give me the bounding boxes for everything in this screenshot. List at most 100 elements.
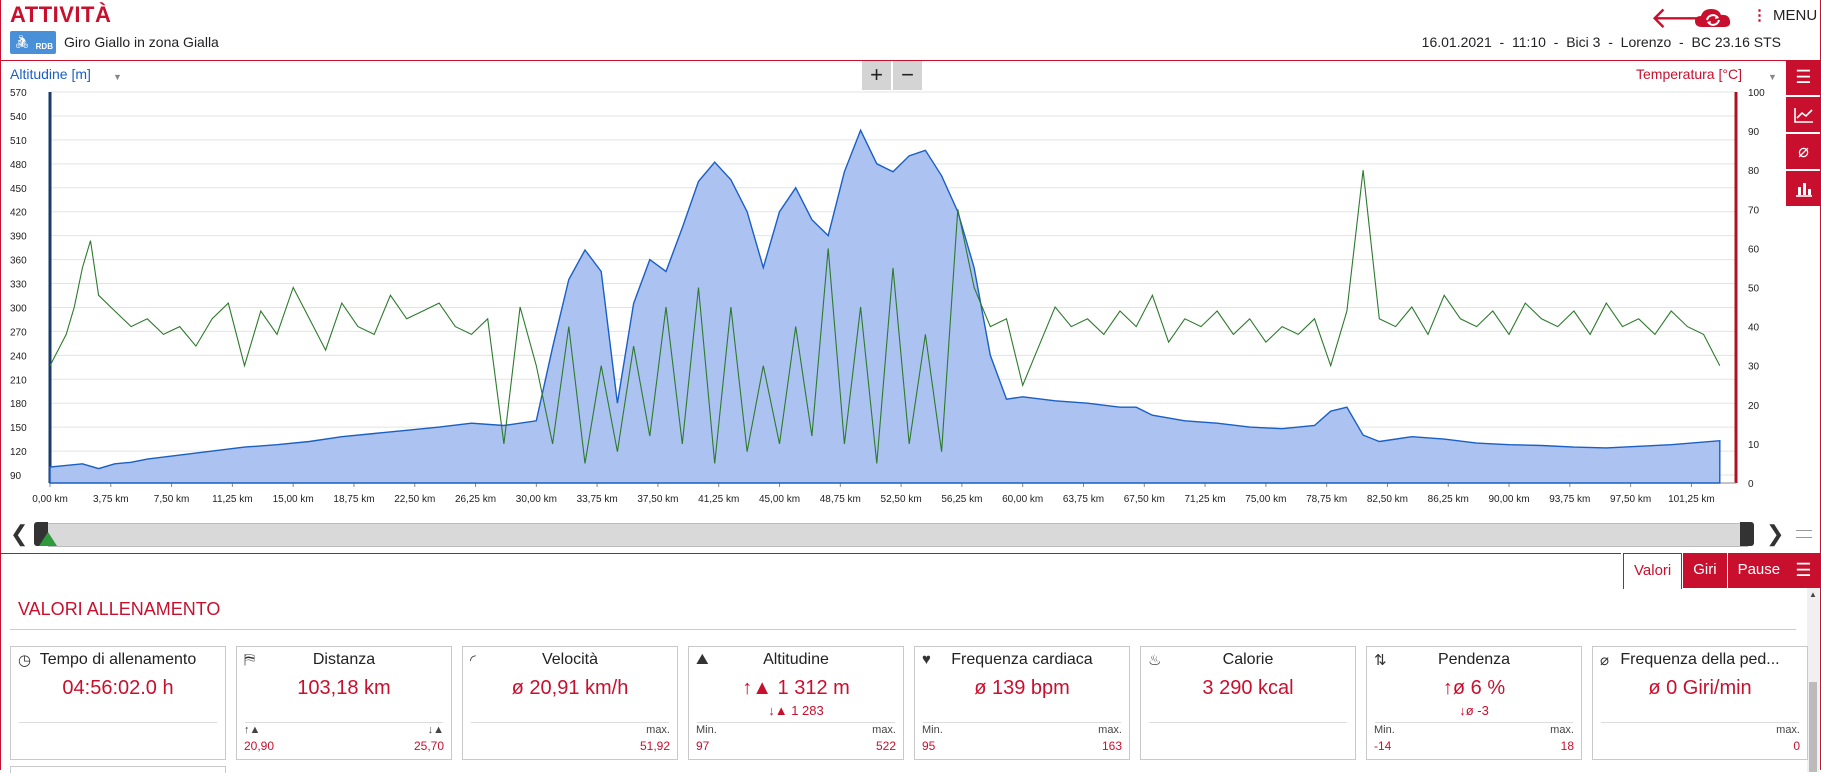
mountain-icon: ⛰ xyxy=(696,651,709,668)
max-value: 18 xyxy=(1560,739,1574,753)
y-right-tick-label: 30 xyxy=(1748,362,1760,373)
stat-card[interactable]: ⛿ Distanza 103,18 km ↑▲ 20,90 ↓▲ 25,70 xyxy=(236,646,452,760)
card-divider xyxy=(245,722,443,723)
min-value: 20,90 xyxy=(244,739,275,753)
x-tick-label: 22,50 km xyxy=(394,494,435,505)
activity-name: Giro Giallo in zona Gialla xyxy=(64,34,219,50)
y-left-tick-label: 330 xyxy=(10,280,27,291)
scrollbar-thumb[interactable] xyxy=(1809,682,1817,772)
x-tick-label: 78,75 km xyxy=(1306,494,1347,505)
y-left-tick-label: 90 xyxy=(10,471,22,482)
y-left-tick-label: 120 xyxy=(10,447,27,458)
stat-card[interactable]: ♨ Calorie 3 290 kcal xyxy=(1140,646,1356,760)
x-tick-label: 52,50 km xyxy=(881,494,922,505)
x-tick-label: 67,50 km xyxy=(1124,494,1165,505)
stat-title: Distanza xyxy=(312,651,376,668)
y-left-tick-label: 510 xyxy=(10,136,27,147)
stat-sub-value: ↓▲ 1 283 xyxy=(768,703,824,718)
more-vertical-icon: ⋮ xyxy=(1752,7,1767,24)
scrollbar[interactable]: ▲ xyxy=(1807,588,1819,772)
stat-value: ø 139 bpm xyxy=(974,677,1070,699)
temperature-line xyxy=(49,170,1721,464)
y-left-tick-label: 480 xyxy=(10,160,27,171)
tab-list-icon[interactable]: ☰ xyxy=(1786,553,1821,588)
heart-icon: ♥ xyxy=(922,651,931,668)
left-axis-selector[interactable]: Altitudine [m] xyxy=(10,66,91,82)
line-chart-icon[interactable] xyxy=(1786,97,1821,132)
stat-card[interactable]: ◷ Tempo di allenamento 04:56:02.0 h xyxy=(10,646,226,760)
y-right-tick-label: 100 xyxy=(1748,88,1765,99)
cadence-icon: ⌀ xyxy=(1600,652,1610,669)
stat-value: 3 290 kcal xyxy=(1202,677,1294,699)
zoom-in-button[interactable]: + xyxy=(862,61,891,90)
min-label: Min. xyxy=(1374,724,1395,736)
left-axis-caret-icon[interactable]: ▼ xyxy=(113,72,122,82)
stat-title: Calorie xyxy=(1222,651,1274,668)
stat-value: ø 20,91 km/h xyxy=(511,677,629,699)
max-value: 0 xyxy=(1793,739,1800,753)
x-tick-label: 7,50 km xyxy=(154,494,190,505)
menu-button[interactable]: ⋮ MENU xyxy=(1752,6,1817,24)
activity-chart[interactable]: 5705405104804504203903603303002702402101… xyxy=(0,85,1785,545)
x-tick-label: 3,75 km xyxy=(93,494,129,505)
stat-title: Frequenza della ped... xyxy=(1620,651,1780,668)
y-left-tick-label: 180 xyxy=(10,399,27,410)
max-value: 25,70 xyxy=(413,739,444,753)
tab-pause[interactable]: Pause xyxy=(1726,553,1791,588)
slider-track xyxy=(48,523,1748,547)
bar-chart-icon[interactable] xyxy=(1786,171,1821,206)
zoom-out-button[interactable]: − xyxy=(893,61,922,90)
stat-value: ↑▲ 1 312 m xyxy=(742,677,850,699)
stat-card[interactable]: ⌀ Frequenza della ped... ø 0 Giri/min max. 0 xyxy=(1592,646,1808,760)
stat-title: Altitudine xyxy=(763,651,829,668)
min-value: 97 xyxy=(696,739,710,753)
x-tick-label: 97,50 km xyxy=(1610,494,1651,505)
x-tick-label: 71,25 km xyxy=(1185,494,1226,505)
min-label: ↑▲ xyxy=(244,724,261,736)
resize-handle-icon[interactable] xyxy=(1796,530,1812,538)
menu-label: MENU xyxy=(1773,7,1818,24)
list-view-icon[interactable]: ☰ xyxy=(1786,60,1821,95)
card-divider xyxy=(1375,722,1573,723)
right-axis-caret-icon[interactable]: ▼ xyxy=(1768,72,1777,82)
x-tick-label: 45,00 km xyxy=(759,494,800,505)
x-tick-label: 11,25 km xyxy=(212,494,252,505)
card-divider xyxy=(471,722,669,723)
stat-card[interactable]: ⛰ Altitudine ↑▲ 1 312 m ↓▲ 1 283 Min. 97 max. 5… xyxy=(688,646,904,760)
slider-next-button[interactable]: ❯ xyxy=(1766,521,1785,546)
y-left-tick-label: 390 xyxy=(10,232,27,243)
stat-card[interactable]: ⇅ Pendenza ↑ø 6 % ↓ø -3 Min. -14 max. 18 xyxy=(1366,646,1582,760)
tab-valori[interactable]: Valori xyxy=(1623,553,1683,589)
stat-title: Tempo di allenamento xyxy=(39,651,197,668)
chart-sidebar: ☰ ⌀ xyxy=(1786,60,1821,208)
scroll-up-icon[interactable]: ▲ xyxy=(1809,590,1817,599)
activity-meta: 16.01.2021 - 11:10 - Bici 3 - Lorenzo - … xyxy=(1421,34,1781,50)
cloud-sync-icon[interactable] xyxy=(1693,6,1733,30)
right-axis-selector[interactable]: Temperatura [°C] xyxy=(1636,66,1742,82)
activity-bike: Bici 3 xyxy=(1566,34,1601,50)
flame-icon: ♨ xyxy=(1148,652,1162,669)
stat-card[interactable]: ♥ Frequenza cardiaca ø 139 bpm Min. 95 max. 16… xyxy=(914,646,1130,760)
average-icon[interactable]: ⌀ xyxy=(1786,134,1821,169)
y-left-tick-label: 360 xyxy=(10,256,27,267)
y-left-tick-label: 300 xyxy=(10,303,27,314)
stat-title: Velocità xyxy=(541,651,599,668)
slider-right-handle[interactable] xyxy=(1740,522,1754,546)
x-tick-label: 63,75 km xyxy=(1063,494,1104,505)
slider-prev-button[interactable]: ❮ xyxy=(10,521,29,546)
min-value: -14 xyxy=(1374,739,1392,753)
x-tick-label: 93,75 km xyxy=(1549,494,1590,505)
tab-giri[interactable]: Giri xyxy=(1682,553,1727,588)
x-tick-label: 86,25 km xyxy=(1428,494,1469,505)
x-tick-label: 60,00 km xyxy=(1002,494,1043,505)
card-divider xyxy=(923,722,1121,723)
stat-value: ↑ø 6 % xyxy=(1442,677,1506,699)
cyclist-icon: 🚴︎ xyxy=(14,34,31,49)
stat-card[interactable]: ◜ Velocità ø 20,91 km/h max. 51,92 xyxy=(462,646,678,760)
range-slider[interactable]: ❮ ❯ xyxy=(8,519,1784,549)
logo-text: RDB xyxy=(35,42,53,51)
slider-start-marker-icon[interactable] xyxy=(39,532,57,546)
y-right-tick-label: 60 xyxy=(1748,244,1760,255)
y-left-tick-label: 210 xyxy=(10,375,27,386)
x-tick-label: 33,75 km xyxy=(577,494,618,505)
